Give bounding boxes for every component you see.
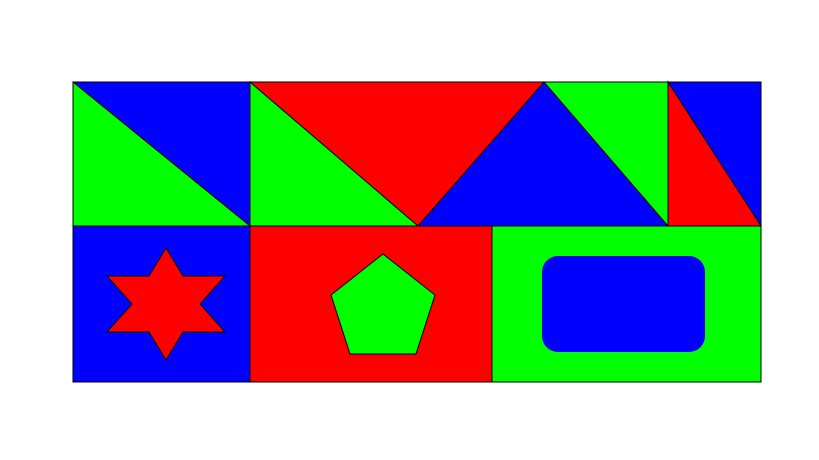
bottom-row — [73, 226, 761, 382]
six-point-star-outline — [105, 247, 227, 361]
red-triangle-1-outline — [667, 80, 762, 227]
pentagon — [331, 254, 435, 354]
green-triangle-1-outline — [72, 80, 252, 227]
top-row — [73, 82, 761, 226]
blue-triangle-outline — [417, 81, 669, 227]
outer-border — [72, 81, 762, 383]
pentagon-outline — [330, 253, 436, 355]
outlines — [72, 80, 762, 383]
rounded-rectangle — [542, 256, 705, 352]
green-triangle-2-outline — [249, 80, 420, 227]
